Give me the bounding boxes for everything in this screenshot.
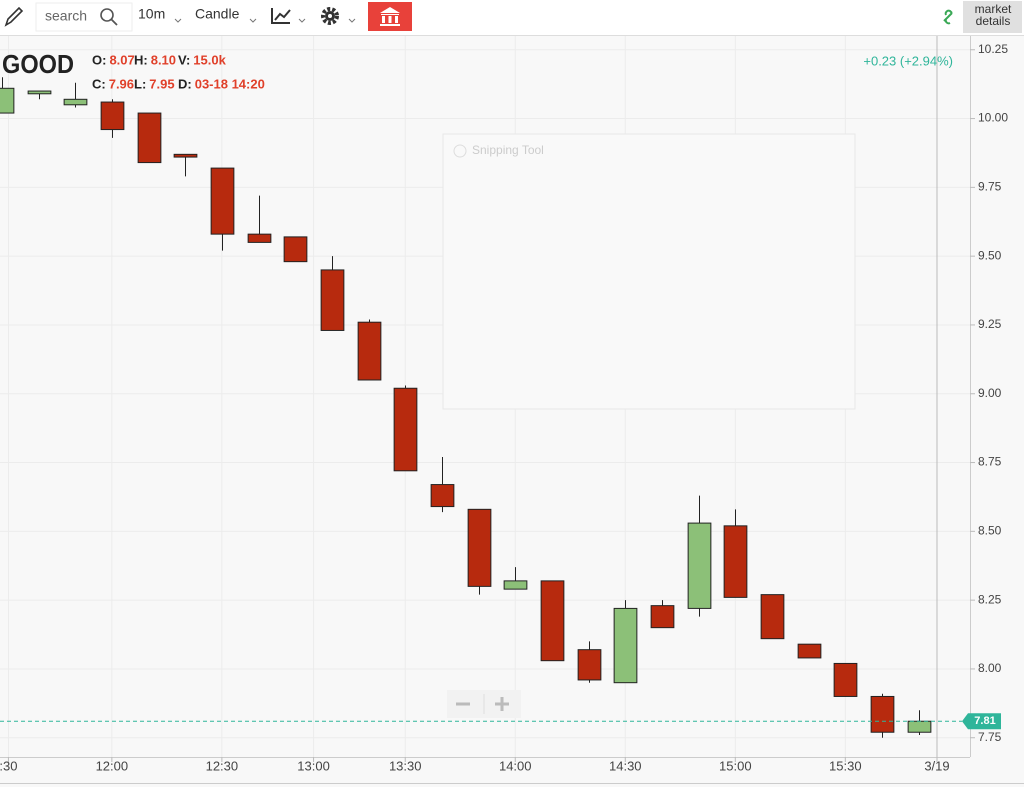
candle-body	[173, 153, 198, 158]
info-value: 15.0k	[193, 52, 226, 67]
candle-body	[760, 594, 785, 640]
x-tick-label: 13:00	[297, 758, 330, 773]
candle-body	[283, 236, 308, 263]
y-tick-label: 8.50	[978, 524, 1002, 538]
candle-body	[687, 522, 712, 609]
y-tick-label: 7.75	[978, 730, 1002, 744]
info-value: 8.07	[109, 52, 134, 67]
zoom-controls[interactable]	[447, 690, 521, 718]
y-tick-label: 8.25	[978, 592, 1002, 606]
y-tick-label: 10.00	[978, 111, 1008, 125]
info-label: O:	[92, 52, 106, 67]
interval-select[interactable]: 10m	[138, 6, 182, 23]
y-tick-label: 8.00	[978, 661, 1002, 675]
candle-body	[0, 87, 15, 114]
info-value: 03-18 14:20	[195, 76, 265, 91]
candle-body	[833, 662, 858, 697]
candle-body	[27, 90, 52, 95]
candle-body	[320, 269, 345, 331]
candle-body	[430, 484, 455, 508]
last-price-tag	[962, 713, 1001, 730]
overlay-icon	[453, 144, 467, 158]
candle-body	[723, 525, 748, 598]
info-value: 7.95	[149, 76, 174, 91]
candle-body	[577, 649, 602, 681]
candle-body	[357, 321, 382, 381]
y-tick-label: 9.75	[978, 180, 1002, 194]
candle-body	[467, 508, 492, 587]
last-price-label: 7.81	[974, 715, 995, 727]
x-tick-label: 3/19	[924, 758, 949, 773]
x-tick-label: :30	[0, 758, 17, 773]
x-tick-label: 13:30	[389, 758, 422, 773]
y-tick-label: 9.25	[978, 317, 1002, 331]
y-tick-label: 9.00	[978, 386, 1002, 400]
info-label: C:	[92, 76, 106, 91]
info-value: 7.96	[109, 76, 134, 91]
y-tick-label: 10.25	[978, 42, 1008, 56]
candle-body	[393, 387, 418, 472]
candle-body	[247, 233, 272, 243]
price-change: +0.23 (+2.94%)	[863, 53, 953, 68]
info-value: 8.10	[151, 52, 176, 67]
settings-button[interactable]	[321, 7, 356, 25]
candle-body	[210, 167, 235, 235]
candle-body	[100, 101, 125, 131]
toolbar	[0, 0, 1024, 35]
market-details-label: market details	[975, 2, 1012, 28]
candle-body	[797, 643, 822, 659]
style-label: Candle	[195, 6, 240, 22]
candle-body	[540, 580, 565, 662]
interval-label: 10m	[138, 6, 165, 22]
candle-body	[503, 580, 528, 590]
overlay-window	[442, 133, 856, 410]
candle-body	[907, 720, 932, 733]
info-label: H:	[134, 52, 148, 67]
candle-body	[650, 605, 675, 629]
candle-body	[870, 695, 895, 733]
style-select[interactable]: Candle	[195, 6, 257, 23]
info-label: L:	[134, 76, 146, 91]
search-box[interactable]: search	[35, 2, 133, 32]
y-tick-label: 8.75	[978, 455, 1002, 469]
pencil-button[interactable]	[4, 6, 24, 27]
indicators-button[interactable]	[271, 8, 306, 24]
y-tick-label: 9.50	[978, 248, 1002, 262]
candle-body	[63, 98, 88, 106]
market-details-button[interactable]: market details	[963, 1, 1022, 33]
plot: 7.75 8.00 8.25 8.50 8.75 9.00 9.25 9.50 9.75 10.0…	[0, 36, 1024, 784]
candle-body	[613, 607, 638, 684]
search-placeholder: search	[45, 8, 87, 24]
x-tick-label: 15:00	[719, 758, 752, 773]
bank-button[interactable]	[368, 2, 412, 31]
x-tick-label: 15:30	[829, 758, 862, 773]
overlay-title: Snipping Tool	[472, 143, 544, 157]
ticker: GOOD	[2, 49, 74, 79]
x-tick-label: 12:00	[96, 758, 129, 773]
info-label: V:	[178, 52, 190, 67]
x-tick-label: 14:30	[609, 758, 642, 773]
candle-body	[137, 112, 162, 164]
x-tick-label: 12:30	[206, 758, 239, 773]
x-tick-label: 14:00	[499, 758, 532, 773]
link-icon[interactable]	[943, 9, 953, 25]
info-label: D:	[178, 76, 192, 91]
